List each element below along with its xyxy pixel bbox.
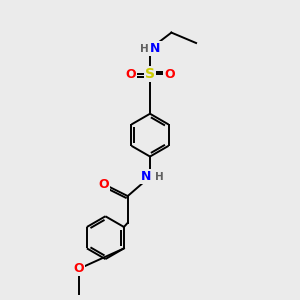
Text: H: H xyxy=(154,172,163,182)
Text: O: O xyxy=(74,262,84,275)
Text: N: N xyxy=(150,42,161,56)
Text: O: O xyxy=(125,68,136,81)
Text: S: S xyxy=(145,67,155,81)
Text: O: O xyxy=(164,68,175,81)
Text: N: N xyxy=(141,170,152,183)
Text: O: O xyxy=(99,178,109,191)
Text: H: H xyxy=(140,44,149,54)
